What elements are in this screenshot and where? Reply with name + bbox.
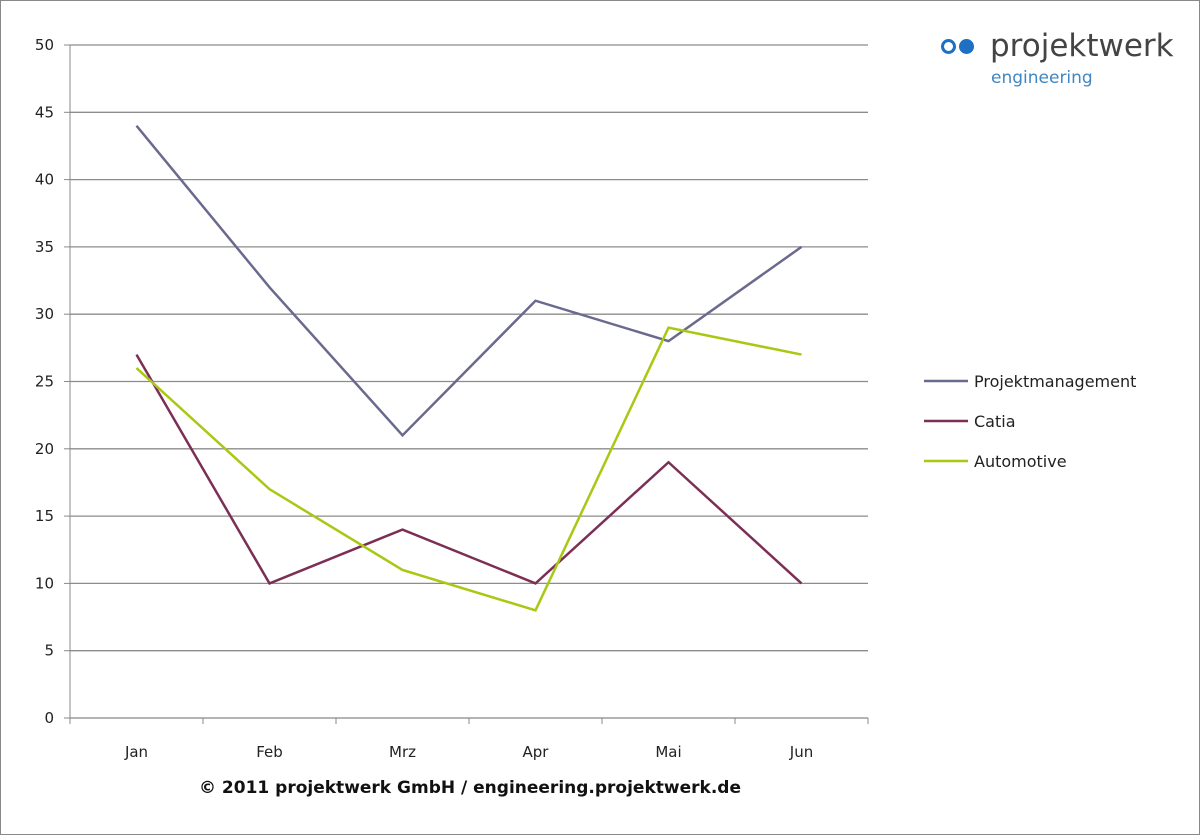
y-tick-label: 45 (35, 103, 54, 121)
logo-text: projektwerk (990, 28, 1174, 64)
y-tick-label: 0 (44, 709, 54, 727)
x-tick-label: Jan (124, 743, 148, 761)
y-tick-label: 30 (35, 305, 54, 323)
copyright-footer: © 2011 projektwerk GmbH / engineering.pr… (199, 778, 741, 798)
series-line-projektmanagement (135, 124, 803, 438)
y-tick-label: 15 (35, 507, 54, 525)
series-line-catia (135, 353, 803, 585)
series-line-automotive (135, 326, 802, 612)
logo-dot-icon (959, 39, 974, 54)
x-tick-label: Jun (789, 743, 813, 761)
y-tick-label: 10 (35, 574, 54, 592)
logo-ring-icon (941, 39, 956, 54)
x-tick-label: Mrz (389, 743, 416, 761)
y-tick-label: 50 (35, 36, 54, 54)
y-tick-label: 5 (44, 642, 54, 660)
y-tick-label: 35 (35, 238, 54, 256)
y-tick-label: 40 (35, 171, 54, 189)
y-tick-label: 25 (35, 373, 54, 391)
x-tick-label: Feb (256, 743, 283, 761)
legend-label: Catia (974, 412, 1016, 431)
logo-subtext: engineering (991, 68, 1093, 88)
x-tick-label: Mai (655, 743, 681, 761)
legend-label: Automotive (974, 452, 1067, 471)
y-tick-label: 20 (35, 440, 54, 458)
legend-label: Projektmanagement (974, 372, 1136, 391)
x-tick-label: Apr (523, 743, 550, 761)
